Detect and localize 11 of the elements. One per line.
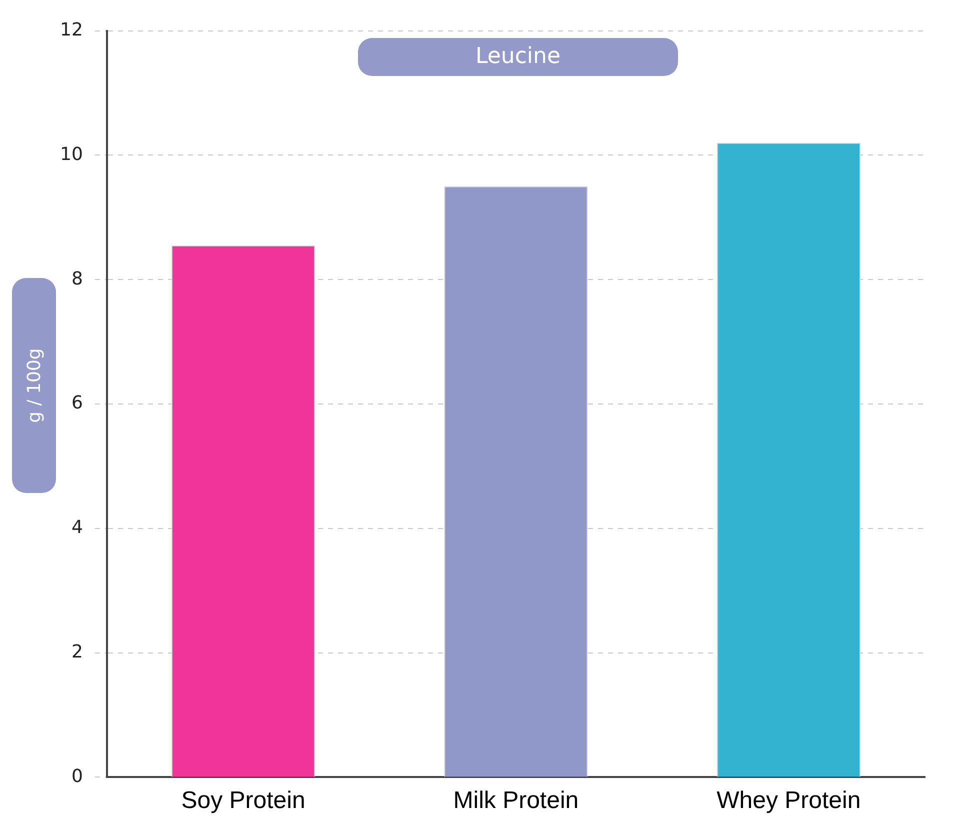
y-axis-title: g / 100g [24, 348, 44, 423]
x-tick-label: Milk Protein [453, 787, 579, 814]
y-tick-label: 4 [71, 517, 83, 538]
y-tick-label: 6 [71, 392, 83, 414]
y-tick-label: 0 [71, 766, 83, 787]
x-tick-label: Whey Protein [716, 787, 861, 814]
y-tick-label: 8 [71, 268, 83, 290]
y-tick-label: 12 [60, 19, 83, 40]
y-tick-label: 10 [60, 144, 83, 165]
y-tick-label: 2 [71, 641, 83, 662]
x-tick-label: Soy Protein [181, 787, 306, 814]
